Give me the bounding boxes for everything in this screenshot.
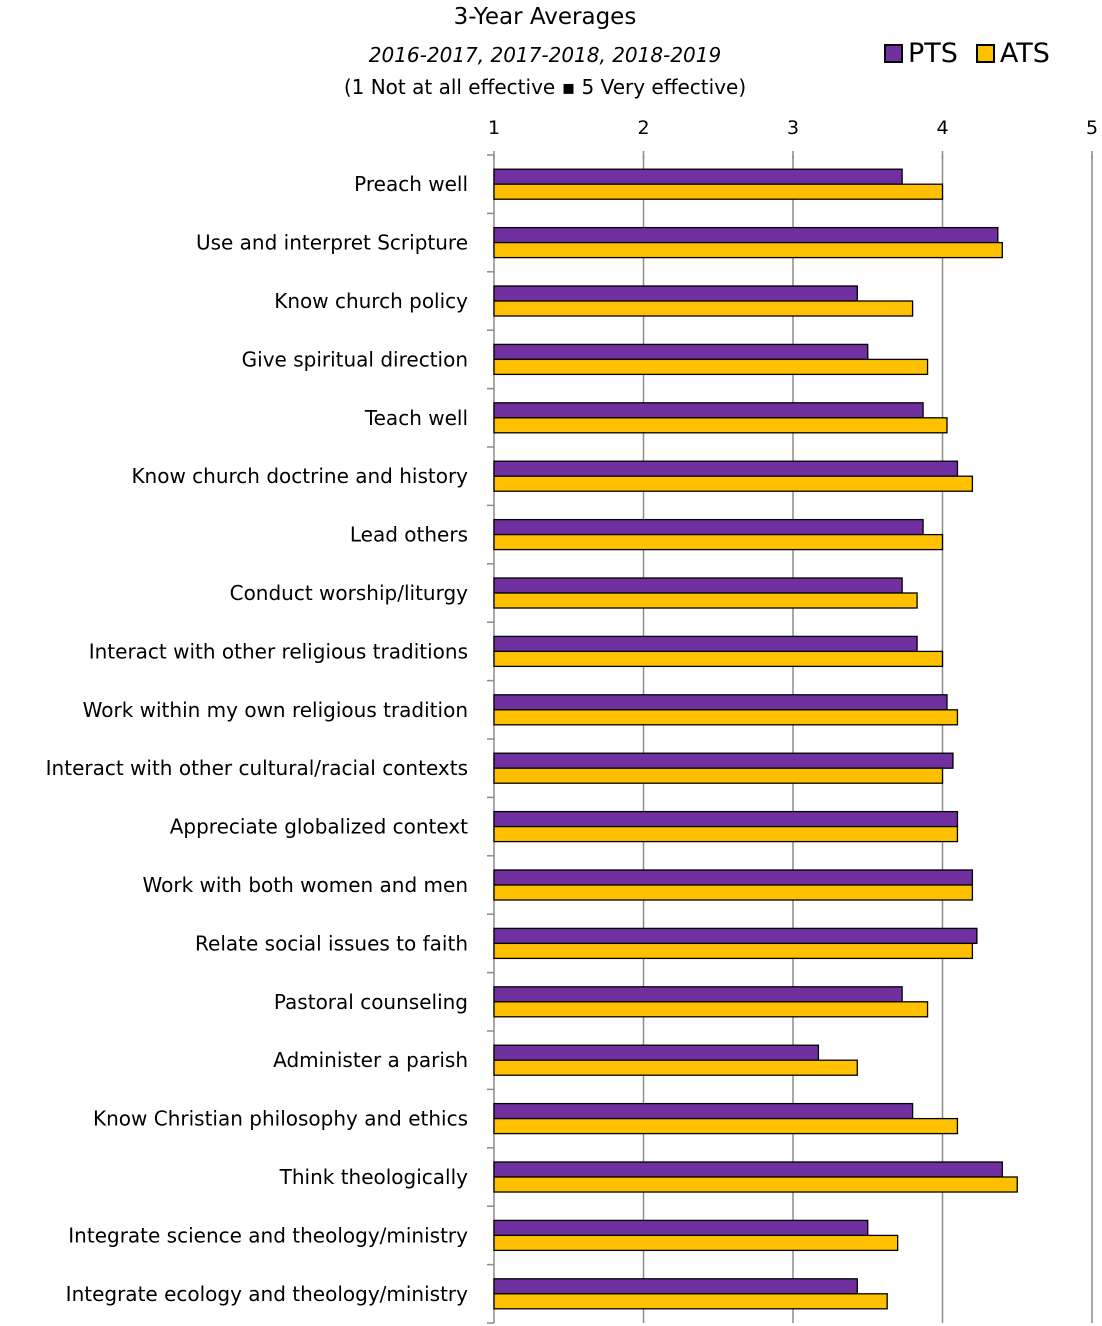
bar-ats-0 — [493, 183, 944, 200]
bar-ats-11 — [493, 825, 959, 843]
bar-pts-12 — [493, 869, 974, 886]
chart-scale-note: (1 Not at all effective ▪ 5 Very effecti… — [343, 75, 747, 99]
bar-pts-13 — [493, 927, 978, 945]
category-label-17: Think theologically — [279, 1165, 469, 1189]
bar-pts-18 — [493, 1219, 869, 1237]
bar-ats-1 — [493, 241, 1003, 259]
category-label-11: Appreciate globalized context — [170, 815, 468, 839]
category-label-1: Use and interpret Scripture — [196, 231, 468, 255]
bar-ats-18 — [493, 1234, 899, 1252]
tick-label-x-4: 4 — [936, 117, 948, 139]
category-label-18: Integrate science and theology/ministry — [68, 1223, 468, 1247]
bar-ats-19 — [493, 1293, 888, 1310]
category-label-5: Know church doctrine and history — [131, 464, 468, 488]
bar-pts-15 — [493, 1044, 820, 1061]
bar-ats-12 — [493, 884, 974, 901]
bar-pts-5 — [493, 460, 959, 477]
bar-ats-10 — [493, 767, 944, 784]
bar-pts-0 — [493, 168, 903, 185]
bar-ats-8 — [493, 650, 944, 668]
legend-item-ats: ATS — [975, 38, 1050, 69]
category-label-10: Interact with other cultural/racial cont… — [46, 756, 468, 780]
category-label-3: Give spiritual direction — [242, 347, 468, 371]
bar-ats-9 — [493, 709, 959, 726]
category-label-9: Work within my own religious tradition — [83, 698, 468, 722]
category-label-8: Interact with other religious traditions — [89, 639, 468, 663]
bar-ats-5 — [493, 475, 974, 492]
bar-ats-14 — [493, 1001, 929, 1018]
bar-pts-14 — [493, 986, 903, 1003]
category-label-2: Know church policy — [274, 289, 468, 313]
bar-pts-2 — [493, 285, 858, 302]
category-label-13: Relate social issues to faith — [195, 931, 468, 955]
bar-pts-19 — [493, 1278, 858, 1295]
bar-ats-6 — [493, 533, 944, 551]
bar-ats-3 — [493, 358, 929, 376]
bar-pts-3 — [493, 343, 869, 361]
category-label-7: Conduct worship/liturgy — [230, 581, 469, 605]
bar-ats-4 — [493, 417, 948, 434]
category-label-6: Lead others — [350, 523, 468, 547]
bar-pts-11 — [493, 810, 959, 828]
chart-title: 3-Year Averages — [453, 4, 637, 30]
tick-label-x-2: 2 — [637, 117, 649, 139]
legend-item-pts: PTS — [884, 38, 958, 69]
bar-ats-15 — [493, 1059, 858, 1076]
category-label-12: Work with both women and men — [143, 873, 468, 897]
bar-pts-10 — [493, 752, 954, 769]
category-label-15: Administer a parish — [273, 1048, 468, 1072]
bar-pts-9 — [493, 694, 948, 711]
tick-label-x-5: 5 — [1086, 117, 1098, 139]
category-label-16: Know Christian philosophy and ethics — [93, 1107, 468, 1131]
bar-pts-8 — [493, 635, 918, 653]
bar-pts-16 — [493, 1102, 914, 1120]
chart-legend: PTS ATS — [884, 38, 1068, 69]
bar-ats-13 — [493, 942, 974, 960]
category-label-19: Integrate ecology and theology/ministry — [66, 1282, 468, 1306]
bar-pts-6 — [493, 518, 924, 536]
tick-label-x-1: 1 — [488, 117, 500, 139]
bar-pts-17 — [493, 1161, 1003, 1178]
bar-ats-16 — [493, 1117, 959, 1135]
category-label-0: Preach well — [354, 172, 468, 196]
bar-ats-2 — [493, 300, 914, 317]
legend-label-ats: ATS — [999, 38, 1050, 69]
bar-ats-7 — [493, 592, 918, 609]
category-label-14: Pastoral counseling — [274, 990, 468, 1014]
category-label-4: Teach well — [364, 406, 468, 430]
legend-swatch-ats — [975, 44, 995, 63]
bar-ats-17 — [493, 1176, 1018, 1193]
bar-pts-1 — [493, 226, 999, 244]
bar-pts-7 — [493, 577, 903, 594]
legend-swatch-pts — [884, 44, 903, 63]
bar-pts-4 — [493, 402, 924, 419]
chart-subtitle: 2016-2017, 2017-2018, 2018-2019 — [368, 43, 722, 67]
legend-label-pts: PTS — [908, 38, 958, 69]
tick-label-x-3: 3 — [787, 117, 799, 139]
